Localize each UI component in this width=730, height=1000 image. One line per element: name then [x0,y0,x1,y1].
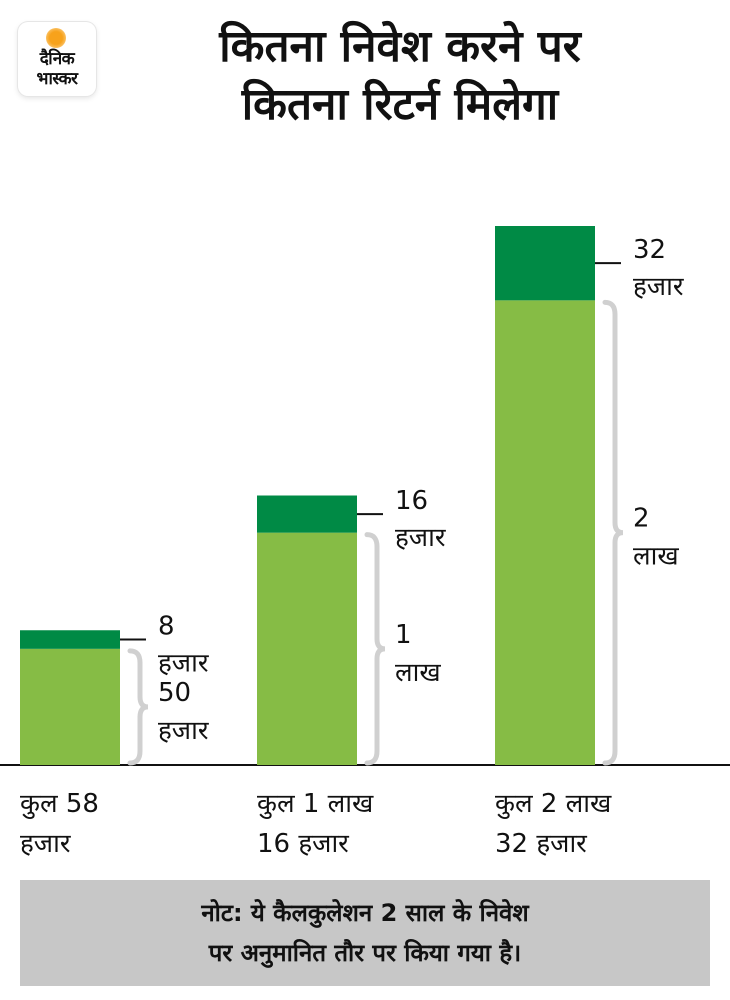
bar-investment [495,300,595,765]
investment-value-label: 1 [395,620,412,650]
category-label: 16 हजार [257,829,350,859]
title-line-1: कितना निवेश करने पर [219,21,581,72]
bar-return [257,495,357,533]
category-label: कुल 58 [20,789,99,819]
return-value-label: हजार [633,272,685,302]
brace-icon [602,299,624,766]
title-line-2: कितना रिटर्न मिलेगा [241,79,559,130]
return-value-label: 16 [395,486,428,516]
return-value-label: 8 [158,612,175,642]
investment-value-label: लाख [395,658,441,688]
return-value-label: हजार [158,649,210,679]
note-box: नोट: ये कैलकुलेशन 2 साल के निवेश पर अनुम… [20,880,710,986]
logo-text-line2: भास्कर [36,69,78,89]
return-value-label: 32 [633,235,666,265]
investment-value-label: 2 [633,504,650,534]
bar-return [20,630,120,649]
return-value-label: हजार [395,523,447,553]
brace-icon [127,648,149,766]
logo-text-line1: दैनिक [39,49,75,69]
bar-return [495,226,595,301]
category-label: कुल 2 लाख [495,789,612,819]
sun-icon [46,28,66,48]
category-label: 32 हजार [495,829,588,859]
bar-investment [257,532,357,765]
page-title: कितना निवेश करने पर कितना रिटर्न मिलेगा [120,18,680,134]
category-label: हजार [20,829,72,859]
investment-value-label: 50 [158,678,191,708]
category-label: कुल 1 लाख [257,789,374,819]
brace-icon [364,532,386,766]
investment-value-label: हजार [158,716,210,746]
bar-investment [20,648,120,765]
note-line-1: नोट: ये कैलकुलेशन 2 साल के निवेश [201,899,529,927]
investment-value-label: लाख [633,542,679,572]
dainik-bhaskar-logo: दैनिक भास्कर [18,22,96,96]
note-line-2: पर अनुमानित तौर पर किया गया है। [208,939,522,967]
